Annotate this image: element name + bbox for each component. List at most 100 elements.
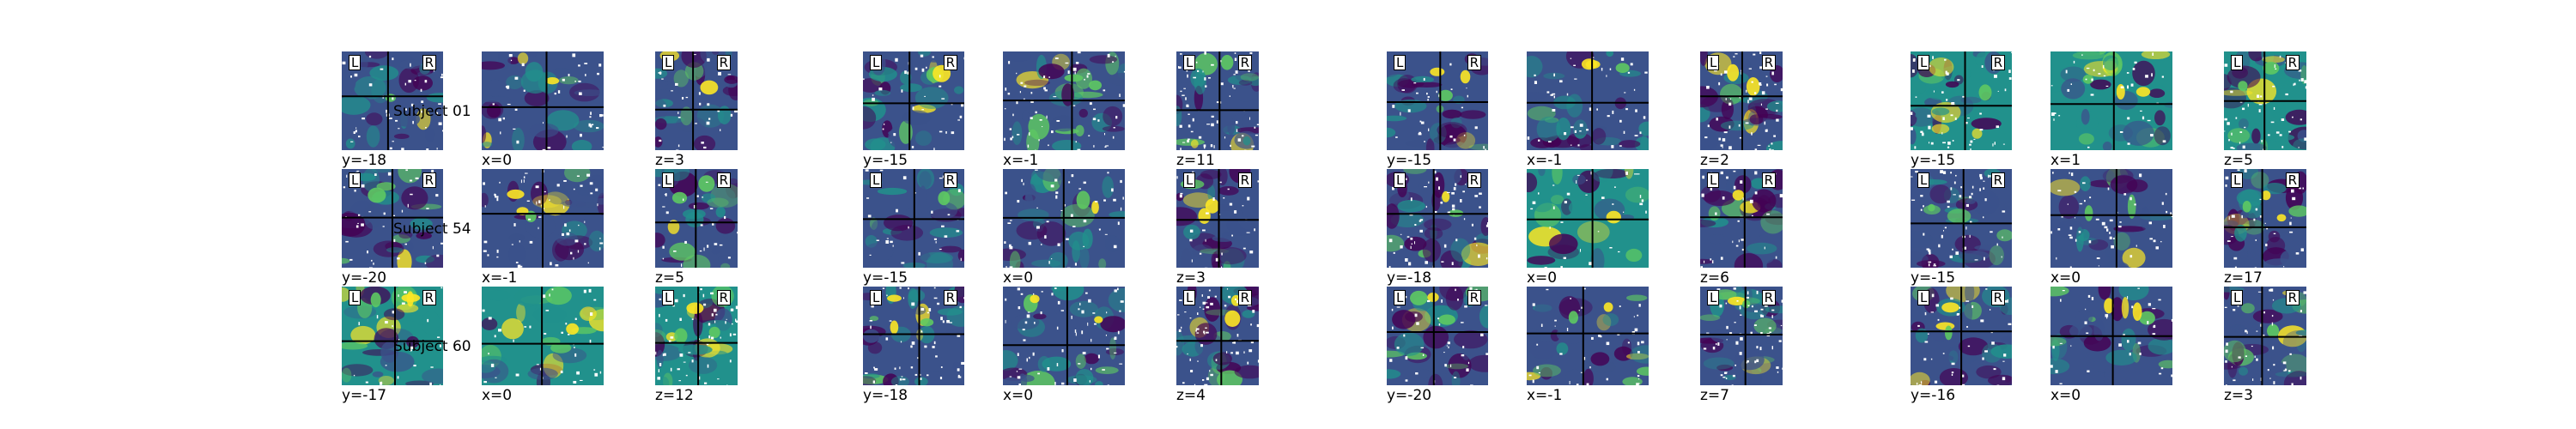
brain-slice-image (1003, 287, 1125, 385)
brain-slice-panel: z=3 L R (2224, 287, 2306, 404)
orientation-right-label: R (716, 172, 731, 188)
orientation-right-label: R (422, 290, 436, 305)
brain-slice-image (482, 169, 604, 268)
orientation-left-label: L (1917, 172, 1930, 188)
brain-slice-panel: z=7 L R (1700, 287, 1783, 404)
orientation-right-label: R (1237, 172, 1252, 188)
orientation-right-label: R (1467, 55, 1481, 70)
brain-slice-panel: x=0 (1003, 169, 1125, 287)
cut-coordinate-label: x=0 (482, 152, 513, 169)
cut-coordinate-label: x=-1 (1003, 152, 1039, 169)
orientation-left-label: L (1394, 55, 1406, 70)
cut-coordinate-label: y=-20 (342, 269, 387, 287)
cut-coordinate-label: y=-18 (1387, 269, 1432, 287)
orientation-left-label: L (1707, 290, 1720, 305)
cut-coordinate-label: z=5 (2224, 152, 2253, 169)
brain-slice-panel: z=4 L R (1176, 287, 1259, 404)
orientation-right-label: R (716, 290, 731, 305)
cut-coordinate-label: z=3 (2224, 387, 2253, 404)
orientation-right-label: R (2285, 55, 2300, 70)
orientation-left-label: L (870, 290, 883, 305)
orientation-right-label: R (1990, 172, 2005, 188)
brain-slice-image (482, 287, 604, 385)
orientation-left-label: L (870, 55, 883, 70)
brain-slice-image (2050, 51, 2172, 150)
brain-slice-panel: y=-15 L R (1911, 51, 2012, 169)
brain-slice-panel: x=-1 (482, 169, 604, 287)
cut-coordinate-label: z=2 (1700, 152, 1729, 169)
cut-coordinate-label: y=-17 (342, 387, 387, 404)
orientation-left-label: L (349, 290, 361, 305)
brain-slice-panel: y=-18 L R (342, 51, 443, 169)
cut-coordinate-label: x=0 (1003, 269, 1034, 287)
brain-slice-panel: x=-1 (1527, 51, 1649, 169)
cut-coordinate-label: z=5 (655, 269, 684, 287)
orientation-left-label: L (349, 172, 361, 188)
orientation-left-label: L (1707, 55, 1720, 70)
cut-coordinate-label: z=7 (1700, 387, 1729, 404)
brain-slice-panel: y=-20 L R (1387, 287, 1488, 404)
brain-slice-panel: y=-15 L R (863, 169, 964, 287)
brain-slice-image (2050, 169, 2172, 268)
brain-slice-panel: x=0 (2050, 169, 2172, 287)
orientation-right-label: R (1237, 55, 1252, 70)
brain-slice-panel: x=-1 (1527, 287, 1649, 404)
cut-coordinate-label: x=1 (2050, 152, 2081, 169)
brain-slice-panel: z=17 L R (2224, 169, 2306, 287)
brain-slice-image (1003, 169, 1125, 268)
orientation-right-label: R (422, 172, 436, 188)
brain-slice-image (1176, 51, 1259, 150)
brain-slice-panel: z=3 L R (655, 51, 738, 169)
cut-coordinate-label: y=-20 (1387, 387, 1432, 404)
cut-coordinate-label: y=-15 (1911, 269, 1956, 287)
orientation-right-label: R (1990, 55, 2005, 70)
brain-slice-panel: z=6 L R (1700, 169, 1783, 287)
brain-slice-image (1527, 169, 1649, 268)
cut-coordinate-label: y=-18 (863, 387, 908, 404)
orientation-left-label: L (1917, 55, 1930, 70)
orientation-left-label: L (1183, 172, 1196, 188)
orientation-left-label: L (349, 55, 361, 70)
orientation-right-label: R (943, 172, 957, 188)
brain-slice-panel: y=-15 L R (1387, 51, 1488, 169)
brain-slice-image (482, 51, 604, 150)
brain-slice-panel: x=0 (482, 287, 604, 404)
brain-slice-panel: z=11 L R (1176, 51, 1259, 169)
cut-coordinate-label: y=-16 (1911, 387, 1956, 404)
orientation-right-label: R (716, 55, 731, 70)
orientation-right-label: R (422, 55, 436, 70)
cut-coordinate-label: x=-1 (482, 269, 518, 287)
orientation-right-label: R (2285, 290, 2300, 305)
cut-coordinate-label: z=3 (1176, 269, 1206, 287)
cut-coordinate-label: x=-1 (1527, 387, 1563, 404)
cut-coordinate-label: x=-1 (1527, 152, 1563, 169)
orientation-right-label: R (1467, 172, 1481, 188)
brain-slice-panel: y=-17 L R (342, 287, 443, 404)
cut-coordinate-label: z=12 (655, 387, 694, 404)
brain-slice-image (1527, 287, 1649, 385)
cut-coordinate-label: x=0 (482, 387, 513, 404)
orientation-right-label: R (1761, 55, 1776, 70)
brain-slice-image (1527, 51, 1649, 150)
orientation-left-label: L (662, 172, 675, 188)
orientation-left-label: L (1394, 172, 1406, 188)
brain-slice-image (2224, 169, 2306, 268)
brain-slice-panel: z=2 L R (1700, 51, 1783, 169)
orientation-right-label: R (1761, 290, 1776, 305)
brain-slice-panel: y=-20 L R (342, 169, 443, 287)
cut-coordinate-label: y=-15 (863, 152, 908, 169)
subject-label: Subject 54 (393, 221, 471, 238)
brain-slice-panel: x=0 (2050, 287, 2172, 404)
orientation-right-label: R (2285, 172, 2300, 188)
cut-coordinate-label: x=0 (2050, 269, 2081, 287)
brain-slice-panel: z=12 L R (655, 287, 738, 404)
brain-slice-panel: y=-15 L R (863, 51, 964, 169)
brain-slice-panel: x=1 (2050, 51, 2172, 169)
orientation-left-label: L (1394, 290, 1406, 305)
brain-slice-panel: x=0 (482, 51, 604, 169)
orientation-left-label: L (662, 55, 675, 70)
brain-slice-panel: x=0 (1527, 169, 1649, 287)
brain-slice-panel: z=3 L R (1176, 169, 1259, 287)
orientation-right-label: R (943, 55, 957, 70)
